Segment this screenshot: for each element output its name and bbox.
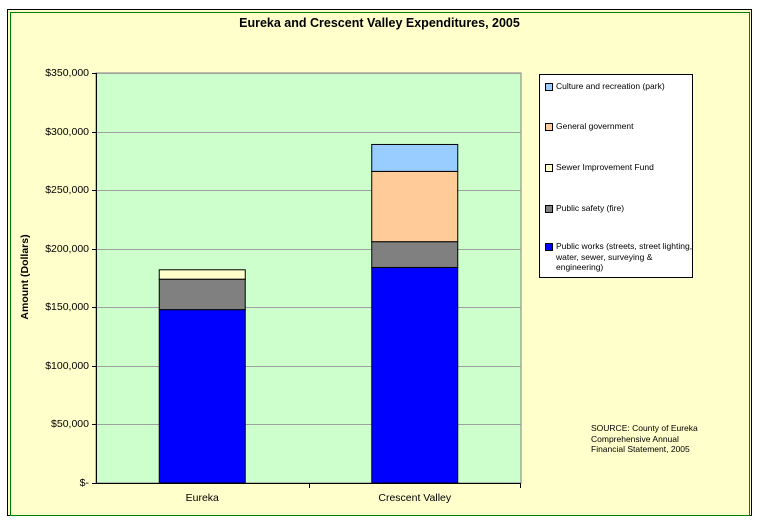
- legend-swatch: [545, 243, 553, 251]
- legend-label: Public works (streets, street lighting, …: [556, 241, 693, 272]
- legend-swatch: [545, 205, 553, 213]
- bar-segment: [158, 269, 246, 280]
- bar-segment: [158, 309, 246, 484]
- y-tick-label: $50,000: [51, 417, 89, 430]
- legend-label: General government: [556, 121, 634, 131]
- legend: Culture and recreation (park) General gov…: [539, 74, 693, 278]
- x-tick-label: Eureka: [185, 492, 219, 504]
- legend-label: Public safety (fire): [556, 203, 625, 213]
- y-tick-label: $300,000: [45, 125, 89, 138]
- bar-segment: [371, 266, 459, 484]
- x-tick-label: Crescent Valley: [378, 492, 452, 504]
- legend-label: Culture and recreation (park): [556, 81, 665, 91]
- legend-swatch: [545, 83, 553, 91]
- y-tick-label: $350,000: [45, 66, 89, 79]
- y-tick-label: $200,000: [45, 242, 89, 255]
- legend-swatch: [545, 164, 553, 172]
- source-annotation: SOURCE: County of Eureka Comprehensive A…: [591, 423, 698, 454]
- legend-swatch: [545, 123, 553, 131]
- y-tick-label: $-: [79, 476, 89, 489]
- y-tick-label: $100,000: [45, 359, 89, 372]
- bar-segment: [371, 170, 459, 243]
- chart-title: Eureka and Crescent Valley Expenditures,…: [239, 16, 520, 30]
- bar-segment: [371, 143, 459, 172]
- chart-border: [10, 12, 750, 516]
- y-tick-label: $150,000: [45, 300, 89, 313]
- bar-segment: [371, 241, 459, 268]
- y-axis-label: Amount (Dollars): [19, 234, 31, 320]
- bar-segment: [158, 278, 246, 311]
- y-tick-label: $250,000: [45, 183, 89, 196]
- legend-label: Sewer Improvement Fund: [556, 162, 654, 172]
